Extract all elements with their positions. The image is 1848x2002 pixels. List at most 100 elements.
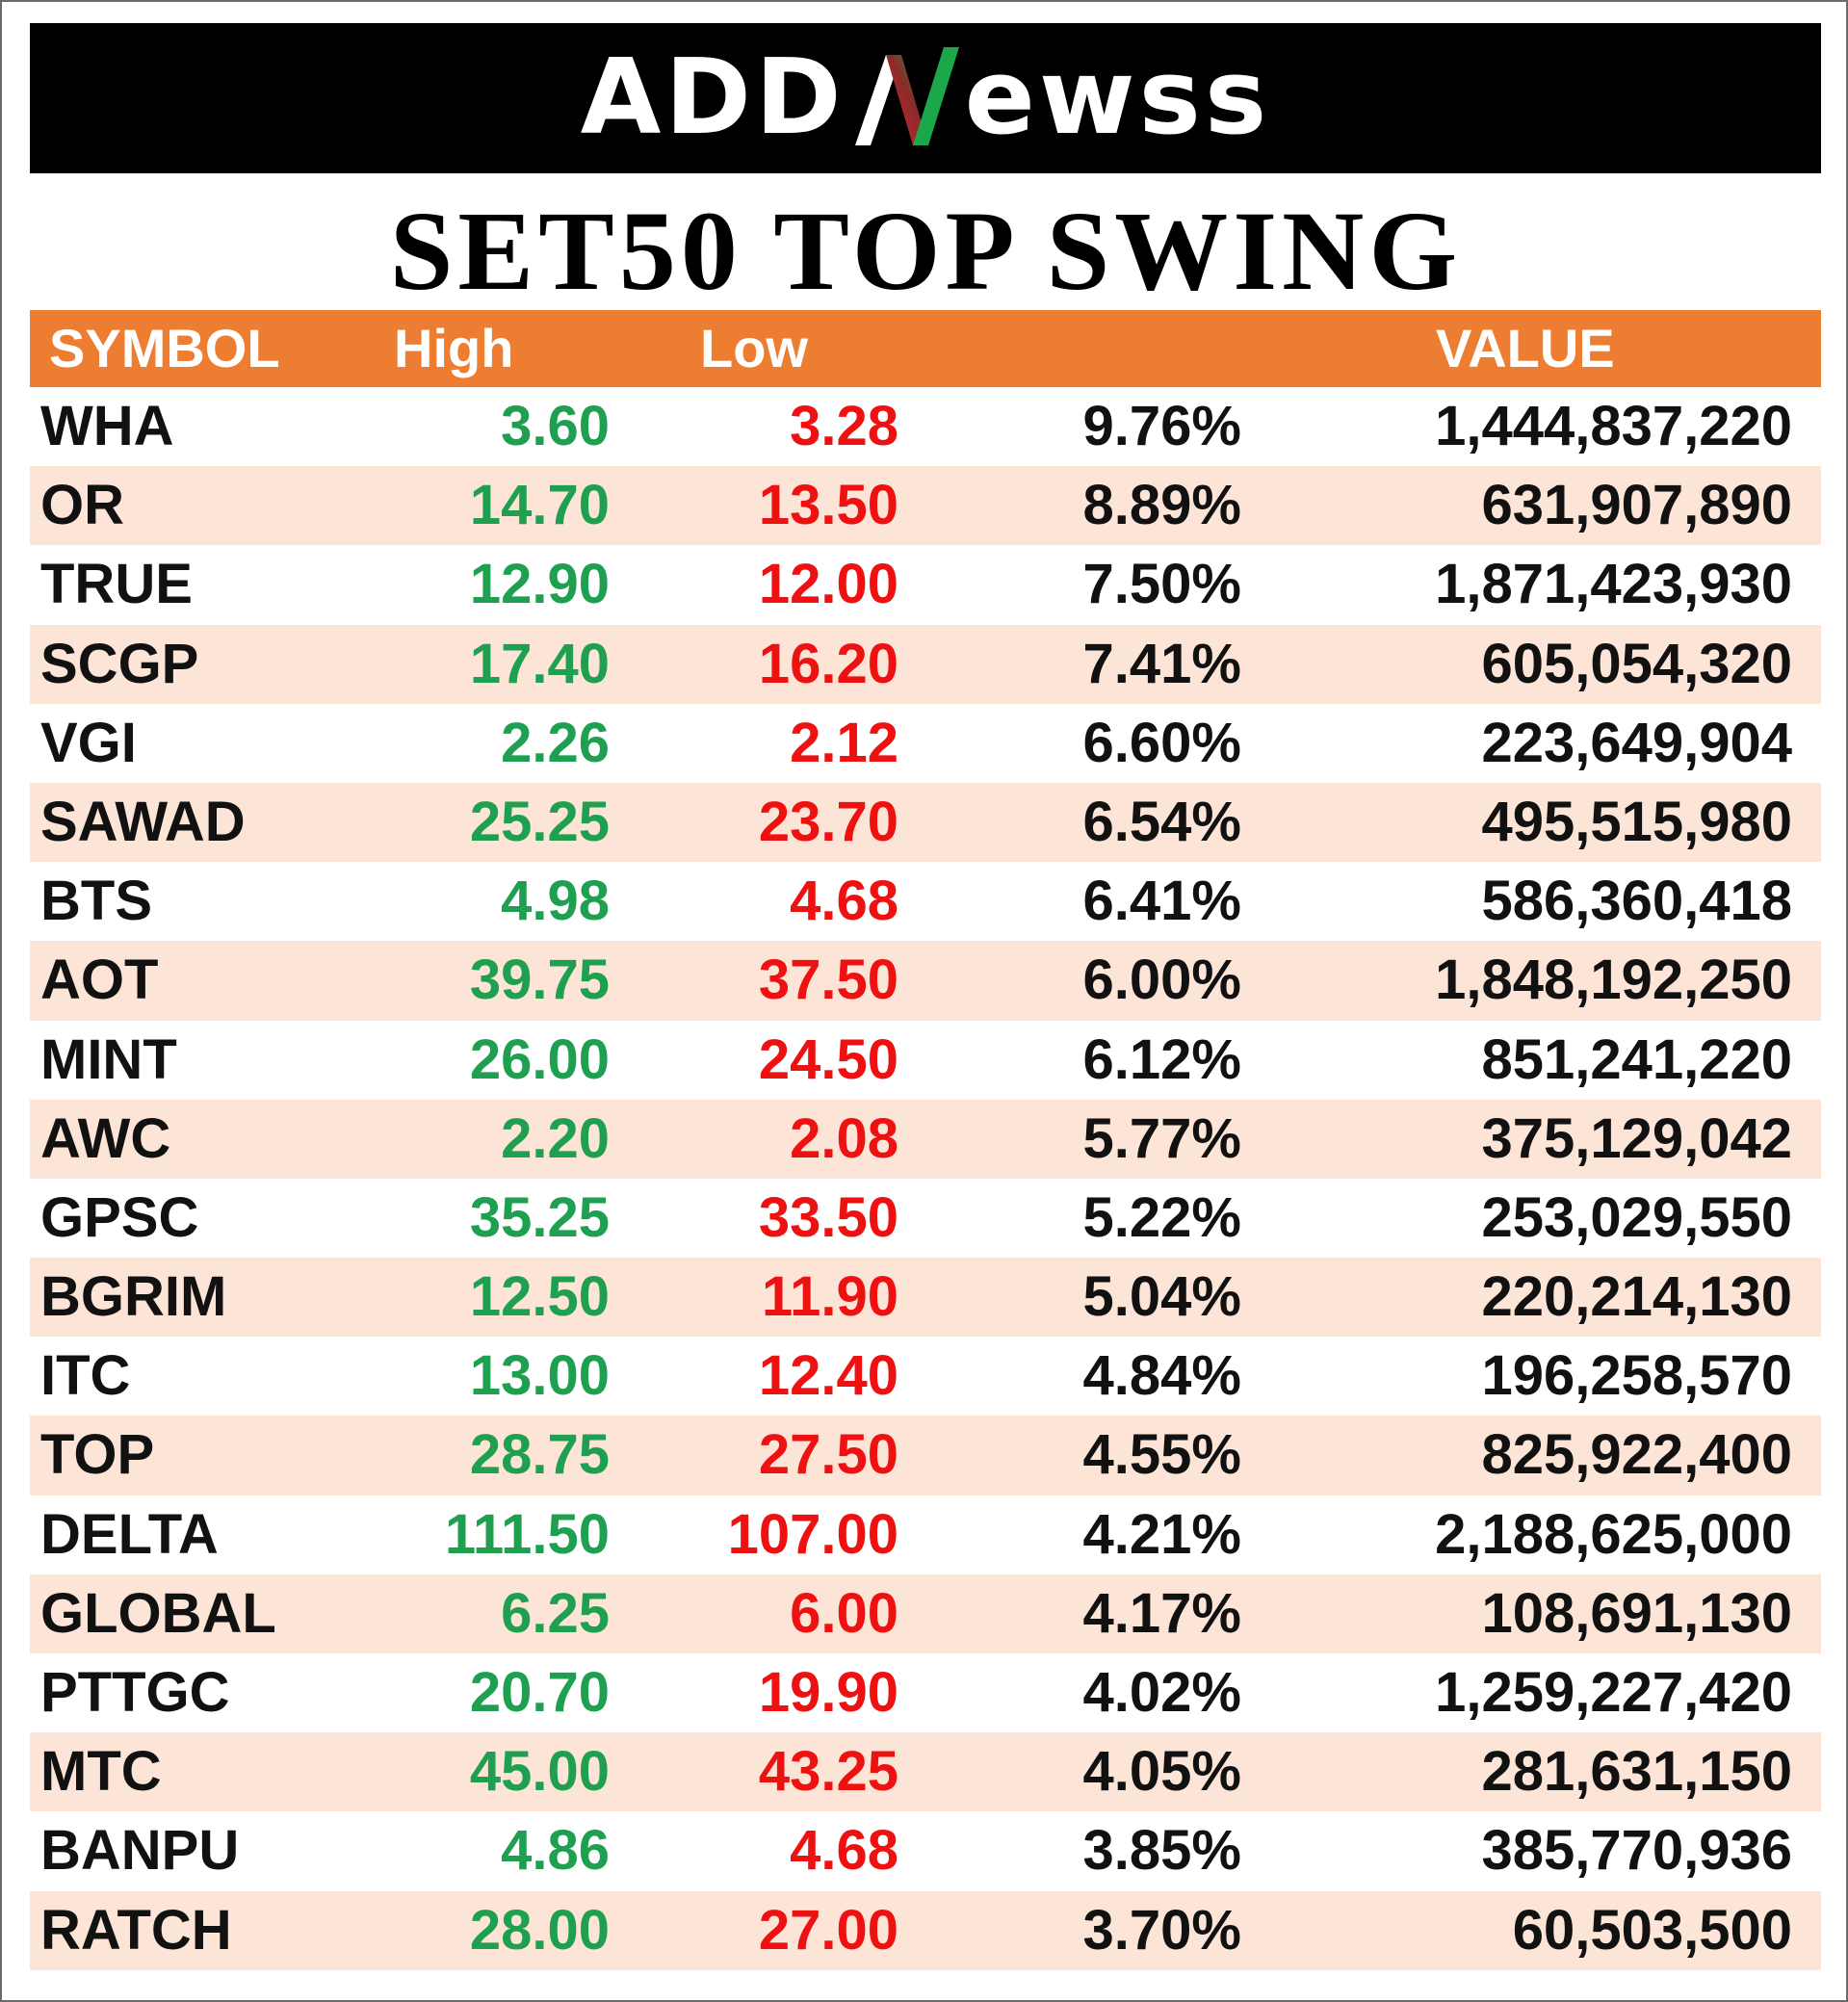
cell-symbol: PTTGC (40, 1661, 230, 1724)
table-body: WHA 3.60 3.28 9.76% 1,444,837,220 OR 14.70 13.5… (30, 387, 1821, 1970)
cell-value: 1,259,227,420 (1435, 1661, 1792, 1724)
cell-low: 27.50 (758, 1423, 898, 1487)
cell-high: 45.00 (469, 1740, 610, 1804)
table-row: PTTGC 20.70 19.90 4.02% 1,259,227,420 (30, 1653, 1821, 1732)
cell-high: 12.50 (469, 1265, 610, 1329)
cell-low: 23.70 (758, 790, 898, 853)
cell-percent: 4.17% (1082, 1581, 1241, 1645)
cell-high: 26.00 (469, 1027, 610, 1091)
table-row: DELTA 111.50 107.00 4.21% 2,188,625,000 (30, 1495, 1821, 1574)
cell-percent: 6.12% (1082, 1027, 1241, 1091)
table-row: MTC 45.00 43.25 4.05% 281,631,150 (30, 1732, 1821, 1812)
cell-percent: 7.50% (1082, 553, 1241, 616)
cell-low: 107.00 (727, 1502, 898, 1566)
cell-value: 495,515,980 (1481, 790, 1792, 853)
cell-low: 19.90 (758, 1661, 898, 1724)
cell-value: 385,770,936 (1481, 1819, 1792, 1883)
cell-symbol: MINT (40, 1027, 177, 1091)
cell-symbol: MTC (40, 1740, 162, 1804)
cell-high: 17.40 (469, 632, 610, 695)
cell-low: 24.50 (758, 1027, 898, 1091)
table-row: AOT 39.75 37.50 6.00% 1,848,192,250 (30, 941, 1821, 1021)
cell-low: 27.00 (758, 1898, 898, 1962)
cell-high: 20.70 (469, 1661, 610, 1724)
cell-value: 281,631,150 (1481, 1740, 1792, 1804)
logo-text-left: ADD (580, 38, 846, 158)
addnewss-logo: ADD ewss (581, 45, 1270, 151)
table-row: SCGP 17.40 16.20 7.41% 605,054,320 (30, 624, 1821, 704)
cell-value: 825,922,400 (1481, 1423, 1792, 1487)
cell-low: 16.20 (758, 632, 898, 695)
cell-low: 12.40 (758, 1344, 898, 1408)
cell-high: 28.75 (469, 1423, 610, 1487)
cell-percent: 4.05% (1082, 1740, 1241, 1804)
cell-value: 631,907,890 (1481, 474, 1792, 537)
cell-value: 60,503,500 (1512, 1898, 1792, 1962)
cell-percent: 3.70% (1082, 1898, 1241, 1962)
cell-high: 4.98 (501, 870, 610, 933)
cell-symbol: BTS (40, 870, 152, 933)
cell-percent: 6.60% (1082, 711, 1241, 774)
cell-high: 6.25 (501, 1581, 610, 1645)
cell-low: 4.68 (790, 870, 898, 933)
cell-high: 35.25 (469, 1185, 610, 1249)
cell-percent: 6.00% (1082, 949, 1241, 1012)
table-row: OR 14.70 13.50 8.89% 631,907,890 (30, 466, 1821, 546)
cell-percent: 5.04% (1082, 1265, 1241, 1329)
cell-symbol: VGI (40, 711, 137, 774)
cell-percent: 6.54% (1082, 790, 1241, 853)
cell-symbol: TOP (40, 1423, 155, 1487)
cell-symbol: ITC (40, 1344, 131, 1408)
cell-low: 6.00 (790, 1581, 898, 1645)
cell-high: 2.20 (501, 1106, 610, 1170)
table-row: TOP 28.75 27.50 4.55% 825,922,400 (30, 1416, 1821, 1495)
cell-low: 11.90 (762, 1265, 898, 1329)
table-header: SYMBOL High Low VALUE (30, 310, 1821, 387)
cell-low: 3.28 (790, 395, 898, 457)
logo-n-mark-icon (847, 45, 963, 151)
cell-high: 12.90 (469, 553, 610, 616)
cell-low: 12.00 (758, 553, 898, 616)
cell-symbol: TRUE (40, 553, 193, 616)
cell-percent: 5.22% (1082, 1185, 1241, 1249)
cell-value: 605,054,320 (1481, 632, 1792, 695)
cell-value: 253,029,550 (1481, 1185, 1792, 1249)
brand-banner: ADD ewss (30, 23, 1821, 173)
cell-low: 37.50 (758, 949, 898, 1012)
cell-value: 108,691,130 (1481, 1581, 1792, 1645)
cell-high: 13.00 (469, 1344, 610, 1408)
cell-percent: 7.41% (1082, 632, 1241, 695)
header-symbol: SYMBOL (49, 318, 280, 378)
table-row: TRUE 12.90 12.00 7.50% 1,871,423,930 (30, 545, 1821, 624)
cell-percent: 4.84% (1082, 1344, 1241, 1408)
cell-value: 1,871,423,930 (1435, 553, 1792, 616)
cell-percent: 9.76% (1082, 395, 1241, 457)
swing-table: SYMBOL High Low VALUE WHA 3.60 3.28 9.76% 1,… (30, 310, 1821, 1970)
table-row: MINT 26.00 24.50 6.12% 851,241,220 (30, 1021, 1821, 1100)
header-value: VALUE (1436, 318, 1615, 378)
cell-value: 1,848,192,250 (1435, 949, 1792, 1012)
cell-symbol: GPSC (40, 1185, 199, 1249)
header-low: Low (700, 318, 808, 378)
cell-value: 220,214,130 (1481, 1265, 1792, 1329)
cell-high: 2.26 (501, 711, 610, 774)
header-high: High (394, 318, 514, 378)
cell-percent: 5.77% (1082, 1106, 1241, 1170)
page-title: SET50 TOP SWING (389, 188, 1463, 314)
cell-percent: 8.89% (1082, 474, 1241, 537)
cell-high: 4.86 (501, 1819, 610, 1883)
cell-value: 1,444,837,220 (1435, 395, 1792, 457)
cell-high: 111.50 (445, 1502, 610, 1566)
cell-symbol: DELTA (40, 1502, 219, 1566)
cell-percent: 6.41% (1082, 870, 1241, 933)
table-row: GPSC 35.25 33.50 5.22% 253,029,550 (30, 1179, 1821, 1258)
cell-percent: 4.02% (1082, 1661, 1241, 1724)
cell-high: 28.00 (469, 1898, 610, 1962)
cell-symbol: BANPU (40, 1819, 240, 1883)
cell-value: 586,360,418 (1481, 870, 1792, 933)
table-row: BTS 4.98 4.68 6.41% 586,360,418 (30, 862, 1821, 941)
cell-low: 13.50 (758, 474, 898, 537)
cell-symbol: WHA (40, 395, 174, 457)
cell-percent: 4.55% (1082, 1423, 1241, 1487)
